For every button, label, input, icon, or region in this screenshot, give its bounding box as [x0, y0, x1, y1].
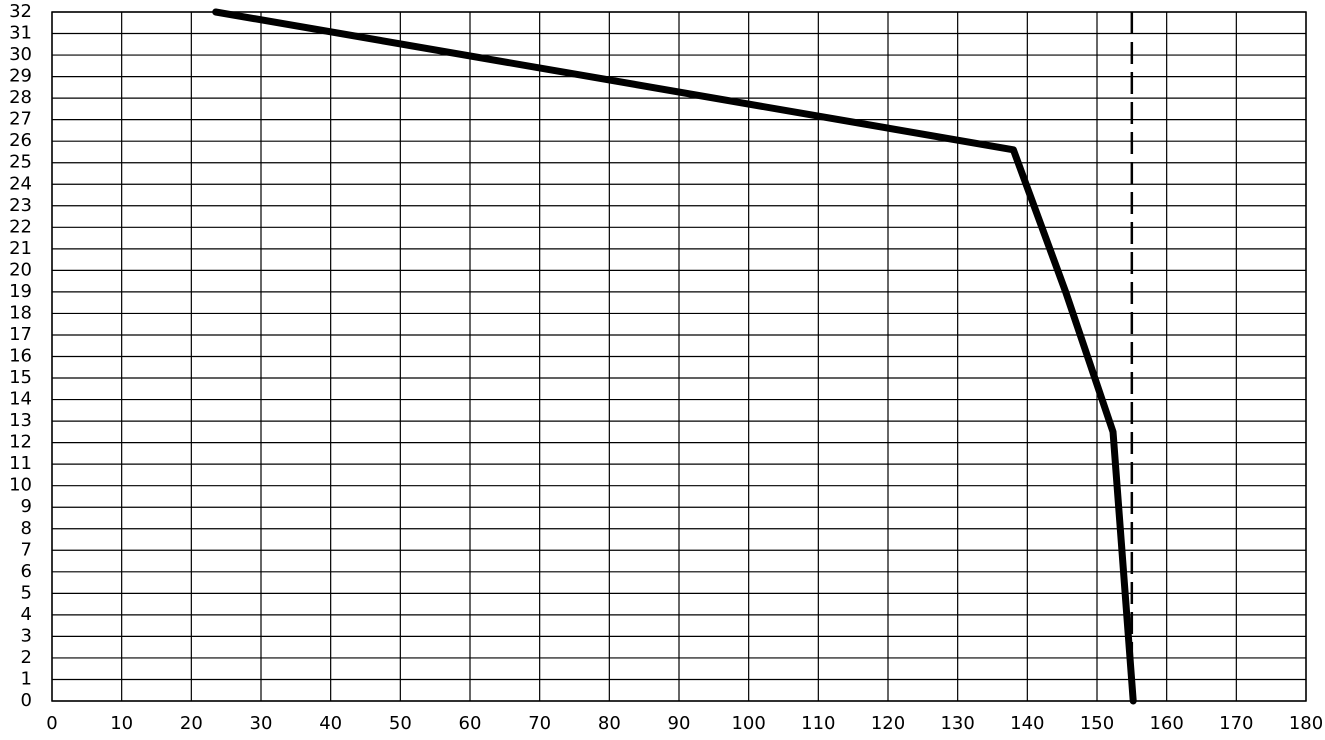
y-tick-label: 12 — [9, 432, 32, 453]
y-tick-label: 14 — [9, 389, 32, 410]
y-tick-label: 0 — [21, 690, 32, 711]
x-tick-label: 10 — [110, 713, 133, 734]
y-tick-label: 3 — [21, 625, 32, 646]
y-tick-label: 28 — [9, 87, 32, 108]
x-tick-label: 50 — [389, 713, 412, 734]
y-tick-label: 1 — [21, 668, 32, 689]
y-tick-label: 31 — [9, 23, 32, 44]
x-tick-label: 0 — [46, 713, 57, 734]
x-tick-label: 120 — [871, 713, 905, 734]
x-tick-label: 130 — [940, 713, 974, 734]
y-tick-label: 17 — [9, 324, 32, 345]
y-tick-label: 16 — [9, 346, 32, 367]
x-tick-label: 40 — [319, 713, 342, 734]
x-tick-label: 140 — [1010, 713, 1044, 734]
y-tick-label: 20 — [9, 259, 32, 280]
x-tick-label: 170 — [1219, 713, 1253, 734]
y-tick-label: 19 — [9, 281, 32, 302]
y-tick-label: 24 — [9, 173, 32, 194]
x-tick-label: 90 — [668, 713, 691, 734]
y-tick-label: 32 — [9, 1, 32, 22]
y-tick-label: 9 — [21, 496, 32, 517]
x-tick-label: 150 — [1080, 713, 1114, 734]
y-tick-label: 2 — [21, 647, 32, 668]
y-tick-label: 30 — [9, 44, 32, 65]
y-tick-label: 25 — [9, 152, 32, 173]
x-tick-label: 70 — [528, 713, 551, 734]
y-tick-label: 27 — [9, 109, 32, 130]
x-tick-label: 60 — [459, 713, 482, 734]
y-tick-label: 8 — [21, 518, 32, 539]
y-tick-label: 4 — [21, 604, 32, 625]
y-tick-label: 29 — [9, 66, 32, 87]
x-tick-label: 160 — [1149, 713, 1183, 734]
y-tick-label: 26 — [9, 130, 32, 151]
y-tick-label: 13 — [9, 410, 32, 431]
x-tick-label: 100 — [731, 713, 765, 734]
data-line — [212, 8, 1137, 705]
y-tick-label: 5 — [21, 582, 32, 603]
y-tick-label: 6 — [21, 561, 32, 582]
y-tick-label: 10 — [9, 475, 32, 496]
y-tick-label: 22 — [9, 216, 32, 237]
y-tick-label: 21 — [9, 238, 32, 259]
x-tick-label: 20 — [180, 713, 203, 734]
x-tick-label: 110 — [801, 713, 835, 734]
y-tick-label: 7 — [21, 539, 32, 560]
x-tick-label: 30 — [250, 713, 273, 734]
x-tick-label: 80 — [598, 713, 621, 734]
y-tick-label: 23 — [9, 195, 32, 216]
y-tick-label: 11 — [9, 453, 32, 474]
x-tick-label: 180 — [1289, 713, 1323, 734]
y-tick-label: 18 — [9, 302, 32, 323]
y-tick-label: 15 — [9, 367, 32, 388]
